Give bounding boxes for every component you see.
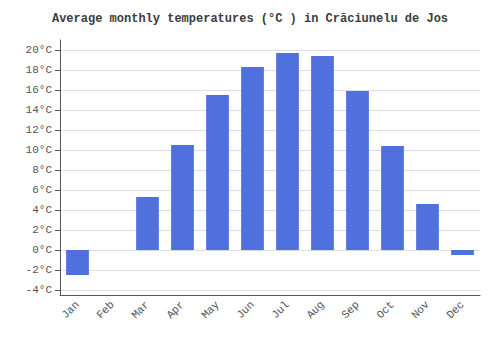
svg-text:16°C: 16°C	[26, 84, 53, 96]
svg-text:Mar: Mar	[129, 299, 151, 321]
svg-text:Average monthly temperatures (: Average monthly temperatures (°C ) in Cr…	[52, 12, 448, 26]
svg-text:18°C: 18°C	[26, 64, 53, 76]
svg-text:Jun: Jun	[234, 299, 256, 321]
svg-text:Dec: Dec	[444, 299, 466, 321]
svg-text:Aug: Aug	[304, 299, 326, 321]
svg-text:2°C: 2°C	[32, 224, 52, 236]
svg-text:Sep: Sep	[339, 299, 361, 321]
svg-text:Feb: Feb	[94, 299, 116, 321]
svg-text:Jan: Jan	[59, 299, 81, 321]
svg-text:Apr: Apr	[164, 299, 186, 321]
svg-text:6°C: 6°C	[32, 184, 52, 196]
svg-text:12°C: 12°C	[26, 124, 53, 136]
svg-text:Nov: Nov	[409, 298, 432, 321]
svg-text:-2°C: -2°C	[26, 264, 53, 276]
svg-text:20°C: 20°C	[26, 44, 53, 56]
svg-text:Jul: Jul	[269, 299, 291, 321]
svg-text:10°C: 10°C	[26, 144, 53, 156]
svg-text:May: May	[199, 298, 222, 321]
svg-text:8°C: 8°C	[32, 164, 52, 176]
svg-text:-4°C: -4°C	[26, 284, 53, 296]
svg-text:14°C: 14°C	[26, 104, 53, 116]
svg-text:0°C: 0°C	[32, 244, 52, 256]
svg-text:Oct: Oct	[374, 299, 396, 321]
svg-text:4°C: 4°C	[32, 204, 52, 216]
